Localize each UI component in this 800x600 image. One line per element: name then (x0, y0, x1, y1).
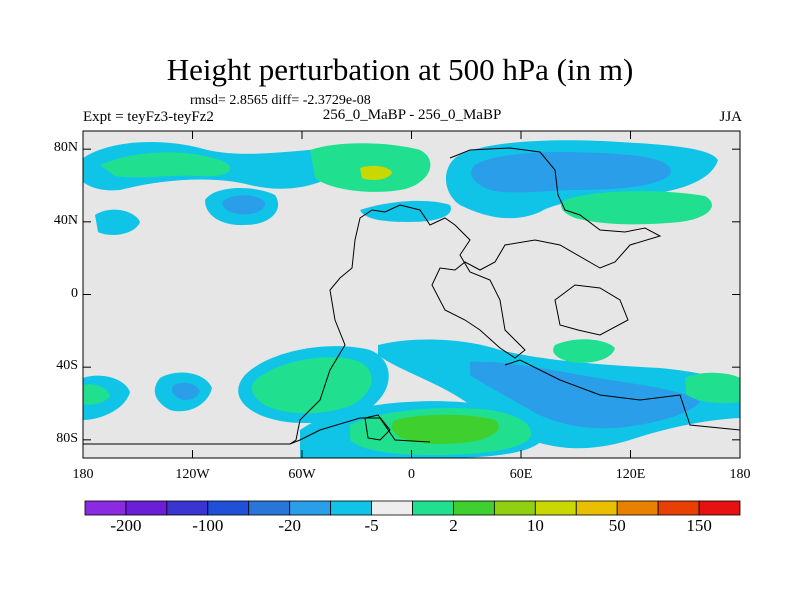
map-field (83, 131, 740, 458)
colorbar-label: -200 (110, 516, 142, 535)
lat-tick-label: 0 (71, 285, 78, 301)
region-west-edge-low (95, 209, 140, 235)
latitude-ticks (83, 148, 740, 441)
colorbar-label: -5 (364, 516, 379, 535)
colorbar-swatch (616, 500, 659, 516)
region-central-asia-low (360, 200, 451, 222)
colorbar-label: 10 (526, 516, 544, 535)
lon-tick-label: 120W (175, 467, 210, 482)
colorbar-swatch (575, 500, 618, 516)
lat-tick-label: 40N (53, 212, 78, 228)
colorbar-label: -100 (192, 516, 224, 535)
region-antarctic-high-core (391, 414, 499, 444)
coastlines (83, 147, 740, 445)
region-eurasia-green (561, 191, 712, 225)
region-south-pacific-low-core (171, 382, 200, 400)
lon-tick-label: 60W (288, 467, 316, 482)
colorbar-swatch (698, 500, 741, 516)
colorbar-swatch (371, 500, 413, 516)
colorbar-swatch (657, 500, 700, 516)
colorbar-swatch (125, 500, 168, 516)
colorbar-swatch (248, 500, 291, 516)
chart-title: Height perturbation at 500 hPa (in m) (166, 52, 634, 87)
experiment-label: Expt = teyFz3-teyFz2 (83, 109, 214, 125)
lon-tick-label: 60E (509, 467, 533, 482)
region-pacific-low (222, 195, 266, 215)
lat-tick-label: 80N (53, 140, 78, 156)
run-label: 256_0_MaBP - 256_0_MaBP (322, 107, 502, 123)
longitude-ticks (82, 131, 741, 458)
season-label: JJA (719, 109, 742, 125)
colorbar-label: 2 (449, 516, 458, 535)
colorbar-swatch (207, 500, 250, 516)
colorbar-label: 50 (608, 516, 626, 535)
lon-tick-label: 0 (408, 467, 415, 482)
colorbar-label: -20 (278, 516, 302, 535)
region-south-atlantic-high-inner (251, 357, 372, 414)
region-north-pacific-green (100, 152, 231, 178)
lat-tick-label: 80S (56, 430, 78, 446)
colorbar-swatch (534, 500, 577, 516)
region-south-green-patch (553, 339, 615, 363)
lon-tick-label: 120E (615, 467, 646, 482)
colorbar-swatch (330, 500, 372, 516)
lon-tick-label: 180 (729, 467, 751, 482)
lon-tick-label: 180 (72, 467, 94, 482)
colorbar-swatch (289, 500, 332, 516)
region-east-edge-green (685, 372, 740, 404)
region-west-edge-south-green (83, 384, 110, 405)
region-eurasia-low-inner (471, 152, 671, 193)
colorbar-swatch (166, 500, 209, 516)
colorbar-swatch (453, 500, 495, 516)
colorbar-swatch (84, 500, 127, 516)
colorbar-swatch (412, 500, 454, 516)
stats-label: rmsd= 2.8565 diff= -2.3729e-08 (190, 93, 371, 108)
colorbar-label: 150 (686, 516, 712, 535)
lat-tick-label: 40S (56, 358, 78, 374)
colorbar (84, 500, 741, 516)
region-southern-ocean-low-inner (470, 361, 700, 429)
region-north-atlantic-core (360, 165, 392, 180)
colorbar-swatch (493, 500, 536, 516)
